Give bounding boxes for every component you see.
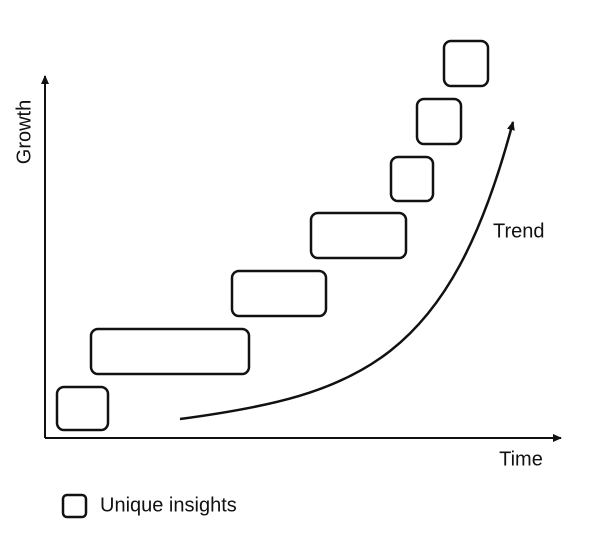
trend-curve: [179, 121, 515, 421]
insight-box: [415, 97, 463, 146]
x-axis-label: Time: [499, 448, 543, 470]
legend-label: Unique insights: [100, 494, 237, 516]
insight-box: [442, 39, 490, 88]
y-axis-label: Growth: [13, 100, 35, 164]
insight-box: [309, 211, 408, 260]
legend-swatch: [61, 493, 88, 519]
insight-box: [55, 385, 110, 432]
insight-box: [230, 269, 328, 318]
trend-label: Trend: [493, 220, 545, 242]
insight-box: [89, 327, 251, 376]
insight-box: [389, 155, 435, 203]
